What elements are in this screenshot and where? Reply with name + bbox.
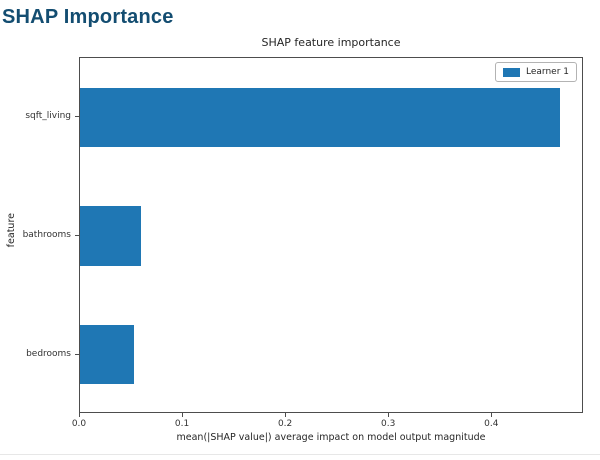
legend: Learner 1 — [495, 62, 577, 82]
shap-importance-chart: SHAP feature importance feature Learner … — [0, 30, 600, 454]
x-tick-mark — [491, 413, 493, 417]
y-tick-label: sqft_living — [25, 111, 71, 122]
bottom-divider — [0, 454, 600, 455]
x-tick-label: 0.2 — [277, 419, 293, 429]
x-tick-label: 0.4 — [484, 419, 499, 429]
y-tick-mark — [75, 235, 79, 236]
x-tick-mark — [182, 413, 184, 417]
x-tick-mark — [79, 413, 80, 417]
x-tick-label: 0.1 — [174, 419, 190, 429]
x-tick-label: 0.0 — [71, 419, 87, 429]
y-tick-label: bathrooms — [22, 230, 71, 240]
bar-bedrooms — [80, 325, 134, 385]
x-tick-mark — [285, 413, 287, 417]
chart-title: SHAP feature importance — [261, 36, 401, 49]
x-axis-label: mean(|SHAP value|) average impact on mod… — [176, 432, 486, 443]
legend-label: Learner 1 — [526, 67, 569, 77]
legend-swatch-icon — [503, 67, 521, 77]
plot-area: Learner 1 — [79, 57, 583, 413]
bar-bathrooms — [80, 206, 141, 266]
y-tick-label: bedrooms — [26, 348, 71, 359]
x-tick-mark — [388, 413, 390, 417]
bar-sqft_living — [80, 87, 561, 147]
x-tick-label: 0.3 — [381, 419, 396, 429]
y-tick-mark — [75, 353, 79, 355]
y-tick-mark — [75, 116, 79, 118]
bars-layer — [80, 58, 582, 412]
page-title: SHAP Importance — [2, 6, 174, 28]
